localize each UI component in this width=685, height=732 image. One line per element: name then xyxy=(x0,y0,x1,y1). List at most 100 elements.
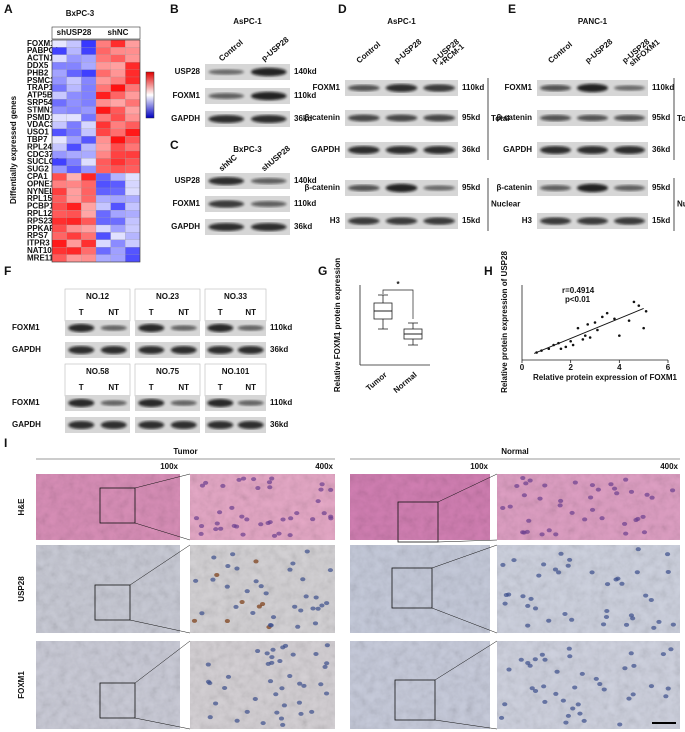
nucleus xyxy=(303,594,309,599)
nucleus xyxy=(324,643,330,648)
panel-letter: H xyxy=(484,264,493,278)
lane-label: p-USP28 xyxy=(583,37,614,65)
heatmap-cell xyxy=(95,232,111,240)
nucleus xyxy=(525,660,531,665)
nucleus xyxy=(310,517,316,522)
inset-box xyxy=(94,584,131,621)
group-header-box xyxy=(51,26,141,40)
blot-band xyxy=(208,223,245,231)
gene-label: VDAC3 xyxy=(27,120,55,129)
row-label: FOXM1 xyxy=(172,91,200,100)
heatmap-cell xyxy=(81,180,97,189)
nucleus xyxy=(665,569,671,574)
heatmap-cell xyxy=(110,165,126,174)
heatmap-cell xyxy=(81,150,97,159)
nucleus xyxy=(631,663,637,668)
nucleus xyxy=(525,623,531,628)
point xyxy=(586,323,589,326)
heatmap-cell xyxy=(51,254,67,263)
heatmap-cell xyxy=(81,69,97,78)
nucleus xyxy=(560,698,566,703)
heatmap-cell xyxy=(95,195,111,203)
nucleus xyxy=(643,593,649,598)
heatmap-cell xyxy=(81,84,97,92)
size-label: 36kd xyxy=(270,420,288,429)
heatmap-cell xyxy=(110,39,126,48)
blot-band xyxy=(237,400,264,406)
blot-band xyxy=(576,114,609,122)
nucleus xyxy=(318,682,324,687)
nucleus xyxy=(313,651,319,656)
blot-band xyxy=(348,114,380,122)
nucleus xyxy=(222,685,228,690)
size-label: 95kd xyxy=(652,113,670,122)
nucleus xyxy=(258,584,264,589)
blot-band xyxy=(207,346,234,354)
gene-label: ACTN1 xyxy=(27,54,54,63)
blot-band xyxy=(138,421,165,429)
heatmap-cell xyxy=(51,239,67,248)
x-tick-label: Tumor xyxy=(364,370,388,393)
gene-label: MRE11 xyxy=(27,253,54,262)
blot-band xyxy=(170,325,197,331)
heatmap-cell xyxy=(51,173,67,181)
heatmap-cell xyxy=(110,254,126,263)
nucleus xyxy=(601,687,607,692)
gene-label: OPNE1 xyxy=(27,179,55,188)
nucleus xyxy=(207,715,213,720)
nucleus xyxy=(536,573,542,578)
nucleus xyxy=(577,711,583,716)
annotation: p<0.01 xyxy=(565,295,591,304)
blot-band xyxy=(100,400,127,406)
heatmap-cell xyxy=(81,99,97,107)
nucleus xyxy=(300,577,306,582)
lane-label: shNC xyxy=(217,153,239,173)
gene-label: PSMD12 xyxy=(27,113,60,122)
blot-band xyxy=(170,400,197,406)
micrograph-texture xyxy=(36,545,180,633)
magnification: 400x xyxy=(660,462,678,471)
nucleus xyxy=(520,594,526,599)
heatmap-cell xyxy=(66,47,82,55)
x-tick-label: 0 xyxy=(520,363,525,372)
nucleus xyxy=(259,602,266,607)
nucleus xyxy=(635,547,641,552)
blot-band xyxy=(576,217,609,225)
nucleus xyxy=(600,622,607,627)
row-label: FOXM1 xyxy=(172,199,200,208)
blot-band xyxy=(208,115,245,123)
nucleus xyxy=(537,496,543,501)
micrograph-texture xyxy=(497,474,680,540)
micrograph-texture xyxy=(190,545,335,633)
nucleus xyxy=(256,604,262,609)
inset-box xyxy=(99,487,136,524)
lane-label: NT xyxy=(178,383,189,392)
nucleus xyxy=(651,625,657,630)
heatmap-cell xyxy=(125,217,141,226)
group-label: Total xyxy=(677,114,685,123)
heatmap-cell xyxy=(66,128,82,137)
blot-band xyxy=(385,217,418,225)
heatmap-cell xyxy=(81,91,97,100)
nucleus xyxy=(267,679,274,684)
nucleus xyxy=(282,643,289,648)
heatmap-cell xyxy=(66,99,82,107)
nucleus xyxy=(521,493,528,498)
nucleus xyxy=(579,671,585,676)
nucleus xyxy=(278,716,285,721)
micrograph-texture xyxy=(190,474,335,540)
heatmap-cell xyxy=(125,165,141,174)
size-label: 110kd xyxy=(270,323,292,332)
nucleus xyxy=(644,492,650,497)
nucleus xyxy=(619,581,625,586)
row-label: H3 xyxy=(522,216,533,225)
nucleus xyxy=(506,667,512,672)
axis-title: Relative protein expression of USP28 xyxy=(500,251,509,393)
gene-label: USO1 xyxy=(27,128,49,137)
nucleus xyxy=(502,702,508,707)
heatmap-cell xyxy=(125,195,141,203)
nucleus xyxy=(541,684,547,689)
nucleus xyxy=(327,568,334,573)
nucleus xyxy=(622,666,628,671)
heatmap-cell xyxy=(66,136,82,144)
